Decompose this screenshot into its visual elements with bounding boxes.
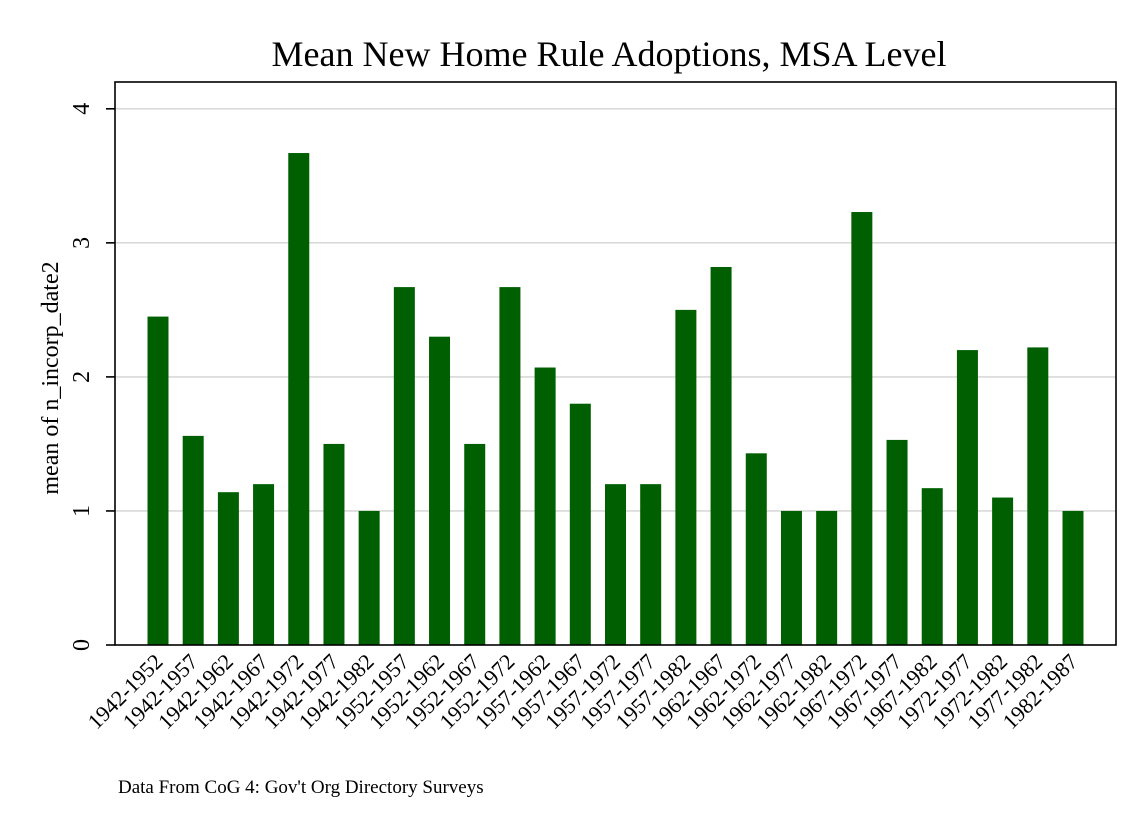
bar-1962-1967 xyxy=(710,266,732,645)
bar-1942-1967 xyxy=(253,484,275,645)
bar-1962-1982 xyxy=(816,510,838,645)
bar-1957-1982 xyxy=(675,309,697,645)
y-tick-label: 4 xyxy=(69,103,95,115)
bar-1942-1962 xyxy=(217,492,239,645)
bar-1972-1982 xyxy=(992,497,1014,645)
bar-1942-1982 xyxy=(358,510,380,645)
bar-1982-1987 xyxy=(1062,510,1084,645)
bar-1962-1972 xyxy=(745,453,767,645)
bar-1957-1977 xyxy=(640,484,662,645)
bar-1942-1957 xyxy=(182,435,204,645)
bar-1957-1962 xyxy=(534,367,556,645)
bar-1942-1977 xyxy=(323,443,345,645)
x-axis: 1942-19521942-19571942-19621942-19671942… xyxy=(82,649,1082,734)
y-tick-label: 0 xyxy=(69,639,95,651)
bar-1977-1982 xyxy=(1027,347,1049,645)
plot-frame xyxy=(114,81,1117,646)
y-tick-label: 1 xyxy=(69,505,95,517)
bar-1967-1982 xyxy=(921,488,943,645)
bar-1972-1977 xyxy=(956,350,978,645)
bar-1967-1977 xyxy=(886,439,908,645)
chart-title: Mean New Home Rule Adoptions, MSA Level xyxy=(272,34,947,74)
bar-1942-1972 xyxy=(288,153,310,646)
bars xyxy=(147,153,1084,646)
bar-1957-1967 xyxy=(569,403,591,645)
bar-1952-1972 xyxy=(499,287,521,645)
y-tick-label: 3 xyxy=(69,237,95,249)
source-note: Data From CoG 4: Gov't Org Directory Sur… xyxy=(118,777,484,798)
y-tick-label: 2 xyxy=(69,371,95,383)
bar-1957-1972 xyxy=(605,484,626,645)
bar-1952-1962 xyxy=(429,336,451,645)
bar-1942-1952 xyxy=(147,316,169,645)
bar-1952-1957 xyxy=(393,287,415,645)
bar-1952-1967 xyxy=(464,443,486,645)
y-axis: 0 1 2 3 4 xyxy=(69,103,115,651)
bar-1962-1977 xyxy=(780,510,802,645)
y-axis-label: mean of n_incorp_date2 xyxy=(38,261,64,494)
bar-1967-1972 xyxy=(851,212,873,645)
